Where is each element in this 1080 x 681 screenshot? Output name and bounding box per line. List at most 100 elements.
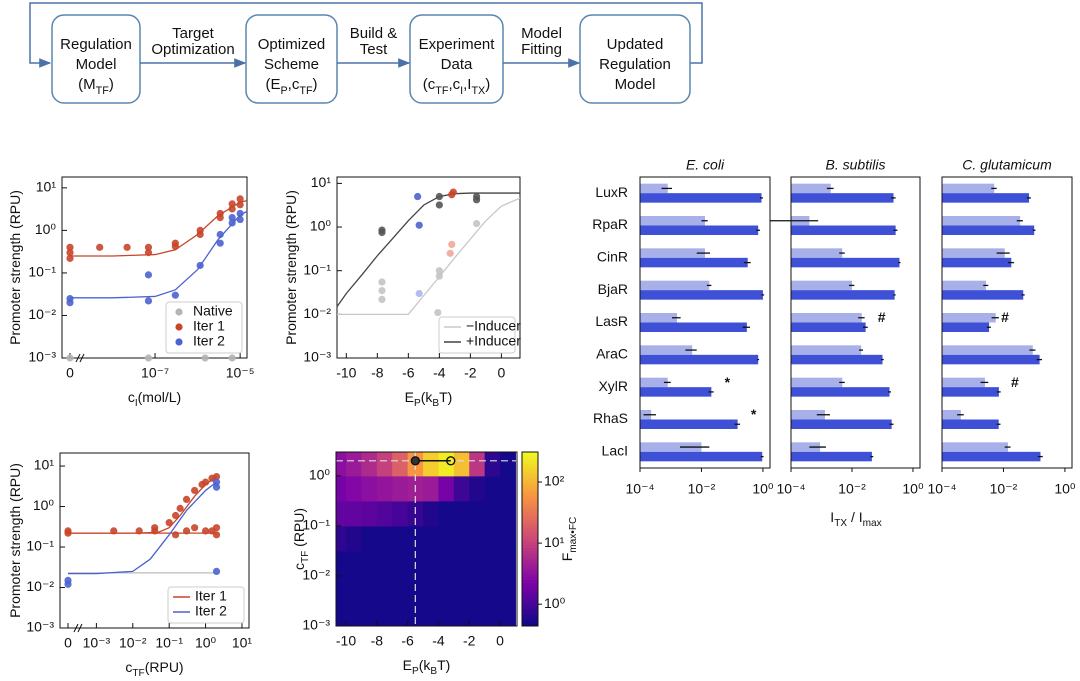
colorbar-tick-label: 10⁰ bbox=[544, 595, 566, 611]
legend-label: Iter 1 bbox=[193, 318, 225, 334]
edge-label: Model bbox=[521, 25, 562, 42]
bar bbox=[791, 225, 896, 235]
x-tick-label: 10⁻⁷ bbox=[141, 365, 169, 381]
point bbox=[171, 511, 180, 520]
node-label-part: ( bbox=[265, 76, 270, 93]
colorbar-step bbox=[522, 614, 538, 618]
bar bbox=[640, 322, 747, 332]
annotation: * bbox=[725, 374, 731, 390]
colorbar-step bbox=[522, 582, 538, 586]
point bbox=[64, 580, 72, 588]
x-axis-label-part: I bbox=[830, 509, 834, 525]
category-label: RpaR bbox=[592, 216, 628, 232]
node-label-part: I bbox=[467, 76, 471, 93]
node-label: (MTF) bbox=[78, 76, 114, 97]
heat-cell bbox=[484, 500, 501, 527]
point bbox=[236, 215, 244, 224]
x-tick-label: -6 bbox=[402, 365, 415, 381]
node-label: Model bbox=[615, 76, 656, 93]
x-axis-label: cTF(RPU) bbox=[125, 659, 183, 679]
bar bbox=[640, 280, 710, 291]
colorbar-label-part: F bbox=[559, 553, 575, 562]
point bbox=[472, 219, 481, 228]
point bbox=[434, 308, 442, 317]
colorbar-step bbox=[522, 486, 538, 491]
colorbar-step bbox=[522, 504, 538, 508]
category-label: XylR bbox=[598, 378, 628, 394]
heat-cell bbox=[453, 575, 470, 602]
heat-cell bbox=[500, 475, 516, 502]
heat-cell bbox=[453, 475, 470, 502]
heat-cell bbox=[423, 525, 439, 552]
heat-cell bbox=[484, 600, 501, 626]
point bbox=[448, 240, 456, 249]
legend-swatch bbox=[175, 323, 183, 331]
heat-cell bbox=[500, 452, 516, 477]
colorbar-step bbox=[522, 530, 538, 534]
point bbox=[378, 286, 386, 295]
x-axis-label: cI(mol/L) bbox=[128, 389, 181, 409]
heat-cell bbox=[361, 475, 378, 502]
heat-cell bbox=[500, 500, 516, 527]
panel-title: C. glutamicum bbox=[962, 157, 1052, 173]
y-tick-label: 10⁻¹ bbox=[303, 261, 331, 277]
point bbox=[196, 230, 204, 239]
y-tick-label: 10⁻³ bbox=[26, 619, 54, 635]
heat-cell bbox=[453, 550, 470, 577]
colorbar-step bbox=[522, 518, 538, 523]
point bbox=[144, 271, 153, 279]
x-axis-label: EP(kBT) bbox=[403, 657, 451, 677]
x-tick-label: -10 bbox=[336, 633, 356, 649]
heat-cell bbox=[361, 600, 378, 626]
heat-cell bbox=[469, 525, 486, 552]
feedback-arrow bbox=[29, 2, 703, 68]
point bbox=[236, 201, 244, 209]
node-label-part: Regulation bbox=[599, 56, 671, 73]
bar bbox=[942, 419, 999, 429]
axis-break bbox=[73, 623, 83, 633]
heat-cell bbox=[484, 452, 501, 477]
point bbox=[236, 209, 244, 218]
colorbar-step bbox=[522, 460, 538, 465]
point bbox=[228, 354, 236, 362]
bar bbox=[791, 345, 862, 355]
x-axis-label-part: (RPU) bbox=[145, 659, 184, 675]
point bbox=[212, 472, 221, 481]
heat-cell bbox=[423, 475, 439, 502]
colorbar-tick-label: 10¹ bbox=[544, 534, 565, 550]
node-label: (cTF,cI,ITX) bbox=[423, 76, 491, 97]
colorbar-step bbox=[522, 507, 538, 511]
colorbar-step bbox=[522, 623, 538, 627]
category-label: LacI bbox=[602, 443, 628, 459]
point bbox=[228, 219, 236, 227]
point bbox=[144, 354, 153, 362]
point bbox=[435, 201, 443, 209]
x-tick-label: 10⁻⁴ bbox=[777, 481, 806, 497]
y-tick-label: 10⁻¹ bbox=[302, 517, 330, 533]
node-label-part: Model bbox=[76, 56, 117, 73]
fit-line bbox=[70, 210, 248, 299]
colorbar-step bbox=[522, 475, 538, 479]
heat-cell bbox=[469, 575, 486, 602]
heat-cell bbox=[392, 550, 409, 577]
y-axis-label-part: TF bbox=[300, 551, 311, 563]
plot-frame bbox=[59, 452, 250, 629]
bar bbox=[640, 257, 748, 268]
x-axis-label-part: TF bbox=[132, 668, 144, 679]
y-tick-label: 10¹ bbox=[36, 179, 57, 195]
x-axis-label-part: B bbox=[430, 666, 437, 677]
bar bbox=[640, 345, 693, 355]
node-label: Model bbox=[76, 56, 117, 73]
y-axis-label-part: c bbox=[291, 563, 307, 570]
y-axis-label-part: Promoter strength (RPU) bbox=[283, 190, 299, 345]
colorbar-step bbox=[522, 547, 538, 552]
colorbar-step bbox=[522, 568, 538, 572]
colorbar-step bbox=[522, 550, 538, 554]
category-label: LuxR bbox=[595, 184, 628, 200]
heat-cell bbox=[336, 475, 347, 502]
y-axis-label: Promoter strength (RPU) bbox=[7, 463, 23, 618]
annotation: # bbox=[1011, 374, 1019, 390]
axis-break bbox=[75, 353, 85, 363]
y-tick-label: 10⁻² bbox=[303, 305, 331, 321]
